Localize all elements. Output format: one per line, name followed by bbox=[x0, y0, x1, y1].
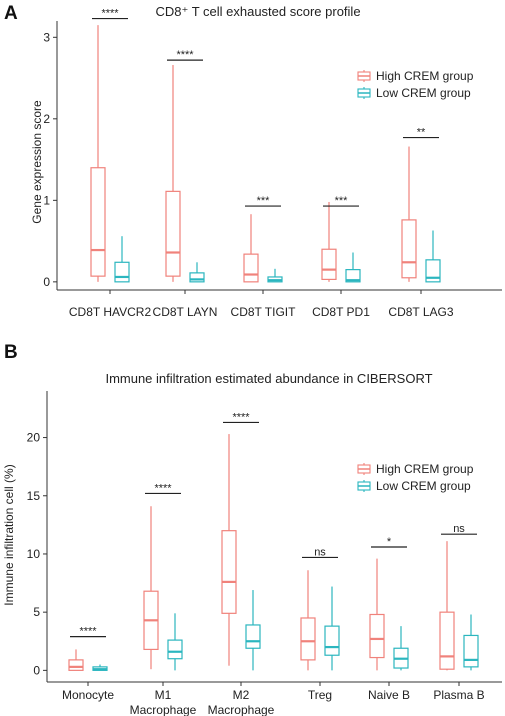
significance-label: **** bbox=[232, 411, 250, 423]
box-high bbox=[68, 649, 84, 671]
box-iqr bbox=[463, 634, 479, 668]
box-high bbox=[369, 558, 385, 671]
box-low bbox=[167, 613, 183, 671]
y-tick-label: 5 bbox=[33, 605, 40, 619]
box-iqr bbox=[321, 248, 337, 281]
y-tick-label: 0 bbox=[43, 275, 50, 289]
x-tick-label: CD8T PD1 bbox=[312, 305, 370, 319]
box-low bbox=[92, 664, 108, 671]
box-iqr bbox=[243, 253, 259, 283]
box-high bbox=[439, 541, 455, 671]
x-tick-label: CD8T HAVCR2 bbox=[69, 305, 152, 319]
x-tick-label: M2 bbox=[233, 688, 250, 702]
box-iqr bbox=[324, 625, 340, 656]
significance-label: **** bbox=[101, 8, 119, 20]
significance-label: ns bbox=[314, 546, 326, 558]
x-tick-label: M1 bbox=[155, 688, 172, 702]
panel-b-title: Immune infiltration estimated abundance … bbox=[105, 371, 432, 386]
legend-label: High CREM group bbox=[376, 462, 474, 476]
significance-label: **** bbox=[176, 49, 194, 61]
box-iqr bbox=[165, 190, 181, 277]
box-iqr bbox=[439, 611, 455, 670]
y-tick-label: 10 bbox=[27, 547, 41, 561]
x-tick-label: CD8T TIGIT bbox=[231, 305, 297, 319]
legend-label: High CREM group bbox=[376, 69, 474, 83]
box-high bbox=[243, 214, 259, 283]
legend-item-low: Low CREM group bbox=[357, 479, 471, 493]
box-low bbox=[345, 252, 361, 283]
x-tick-label: Monocyte bbox=[62, 688, 114, 702]
significance-label: ** bbox=[417, 127, 426, 139]
x-tick-label: Macrophage bbox=[130, 703, 197, 716]
x-tick-label: Macrophage bbox=[208, 703, 275, 716]
box-low bbox=[425, 230, 441, 283]
significance-label: ns bbox=[453, 523, 465, 535]
box-iqr bbox=[369, 613, 385, 659]
y-tick-label: 2 bbox=[43, 112, 50, 126]
box-low bbox=[393, 626, 409, 671]
box-iqr bbox=[245, 624, 261, 649]
y-tick-label: 20 bbox=[27, 431, 41, 445]
panel-a-letter: A bbox=[4, 3, 18, 24]
panel-a-plot: 0 1 2 3 CD8T HAVCR2 CD8T LAYN CD8T TIGIT CD8T P… bbox=[43, 8, 502, 319]
box-high bbox=[321, 201, 337, 282]
legend-item-low: Low CREM group bbox=[357, 86, 471, 100]
box-low bbox=[245, 590, 261, 671]
box-high bbox=[401, 146, 417, 282]
box-iqr bbox=[221, 530, 237, 614]
panel-b-letter: B bbox=[4, 342, 18, 363]
y-tick-label: 1 bbox=[43, 193, 50, 207]
panel-b-ylabel: Immune infiltration cell (%) bbox=[2, 464, 16, 605]
box-high bbox=[90, 25, 106, 282]
box-iqr bbox=[68, 659, 84, 671]
x-tick-label: Treg bbox=[308, 688, 332, 702]
box-low bbox=[189, 262, 205, 283]
x-tick-label: CD8T LAG3 bbox=[388, 305, 453, 319]
significance-label: * bbox=[387, 536, 392, 548]
x-tick-label: Plasma B bbox=[433, 688, 484, 702]
box-iqr bbox=[189, 272, 205, 283]
box-high bbox=[221, 434, 237, 666]
box-low bbox=[114, 236, 130, 283]
panel-a-ylabel: Gene expression score bbox=[30, 100, 44, 224]
legend-item-high: High CREM group bbox=[357, 69, 474, 83]
box-low bbox=[324, 586, 340, 671]
panel-a-title: CD8⁺ T cell exhausted score profile bbox=[155, 4, 360, 19]
significance-label: **** bbox=[79, 626, 97, 638]
box-high bbox=[143, 506, 159, 670]
box-iqr bbox=[345, 269, 361, 283]
box-high bbox=[165, 65, 181, 282]
box-iqr bbox=[300, 617, 316, 661]
box-iqr bbox=[167, 639, 183, 660]
y-tick-label: 3 bbox=[43, 30, 50, 44]
legend-label: Low CREM group bbox=[376, 86, 471, 100]
box-iqr bbox=[114, 261, 130, 283]
box-low bbox=[463, 614, 479, 671]
significance-label: **** bbox=[154, 482, 172, 494]
legend-item-high: High CREM group bbox=[357, 462, 474, 476]
box-low bbox=[267, 268, 283, 283]
x-tick-label: Naive B bbox=[368, 688, 410, 702]
box-iqr bbox=[425, 259, 441, 283]
x-tick-label: CD8T LAYN bbox=[153, 305, 218, 319]
y-tick-label: 15 bbox=[27, 489, 41, 503]
significance-label: *** bbox=[257, 195, 271, 207]
significance-label: *** bbox=[335, 195, 349, 207]
y-tick-label: 0 bbox=[33, 663, 40, 677]
box-iqr bbox=[401, 219, 417, 279]
box-high bbox=[300, 570, 316, 671]
legend-label: Low CREM group bbox=[376, 479, 471, 493]
box-iqr bbox=[90, 167, 106, 277]
